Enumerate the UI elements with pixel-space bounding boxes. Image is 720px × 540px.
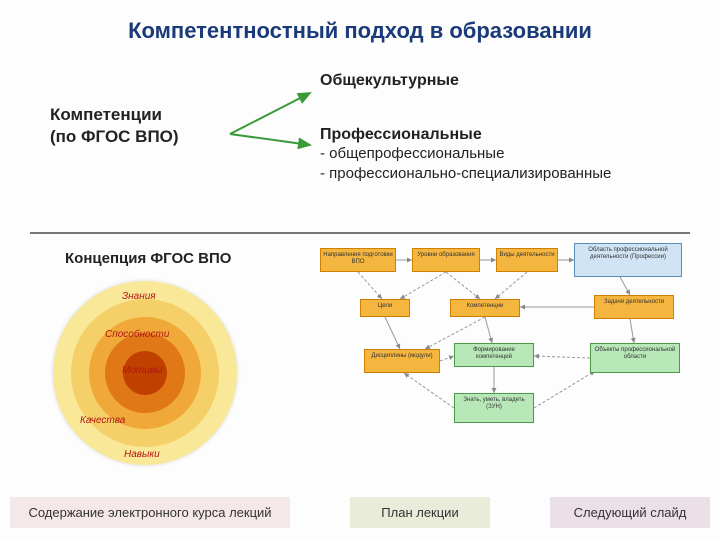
flow-box: Дисциплины (модули)	[364, 349, 440, 373]
slide: Компетентностный подход в образовании Ко…	[0, 0, 720, 540]
concept-label: Концепция ФГОС ВПО	[65, 250, 231, 267]
category-professional-sub2: - профессионально-специализированные	[320, 164, 611, 184]
flow-box: Виды деятельности	[496, 248, 558, 272]
ring-label: Навыки	[124, 449, 160, 460]
bottom-section: Концепция ФГОС ВПО Навыки Качества Мотивы С…	[30, 245, 690, 475]
category-general: Общекультурные	[320, 72, 459, 90]
next-slide-button[interactable]: Следующий слайд	[550, 497, 710, 528]
flow-box: Знать, уметь, владеть (ЗУН)	[454, 393, 534, 423]
flow-box: Компетенции	[450, 299, 520, 317]
flow-box: Цели	[360, 299, 410, 317]
divider	[30, 232, 690, 234]
flow-box: Объекты профессиональной области	[590, 343, 680, 373]
category-professional: Профессиональные - общепрофессиональные …	[320, 126, 611, 185]
ring-label: Способности	[105, 329, 169, 340]
competencies-label: Компетенции (по ФГОС ВПО)	[50, 104, 179, 148]
slide-title: Компетентностный подход в образовании	[30, 18, 690, 44]
flowchart: Направления подготовки ВПО Уровни образов…	[320, 243, 700, 468]
category-professional-head: Профессиональные	[320, 126, 611, 144]
circle-diagram: Навыки Качества Мотивы Способности Знания	[50, 275, 240, 465]
bottom-buttons: Содержание электронного курса лекций Пла…	[0, 497, 720, 528]
category-professional-sub1: - общепрофессиональные	[320, 144, 611, 164]
flow-box: Задачи деятельности	[594, 295, 674, 319]
flow-box: Уровни образования	[412, 248, 480, 272]
plan-button[interactable]: План лекции	[350, 497, 490, 528]
content-button[interactable]: Содержание электронного курса лекций	[10, 497, 290, 528]
flow-box: Область профессиональной деятельности (П…	[574, 243, 682, 277]
split-arrows-icon	[225, 89, 325, 179]
flow-box: Формирование компетенций	[454, 343, 534, 367]
ring-label: Мотивы	[122, 365, 162, 376]
top-section: Компетенции (по ФГОС ВПО) Общекультурные…	[30, 74, 690, 214]
ring-label: Знания	[122, 291, 156, 302]
ring-label: Качества	[80, 415, 125, 426]
flow-box: Направления подготовки ВПО	[320, 248, 396, 272]
